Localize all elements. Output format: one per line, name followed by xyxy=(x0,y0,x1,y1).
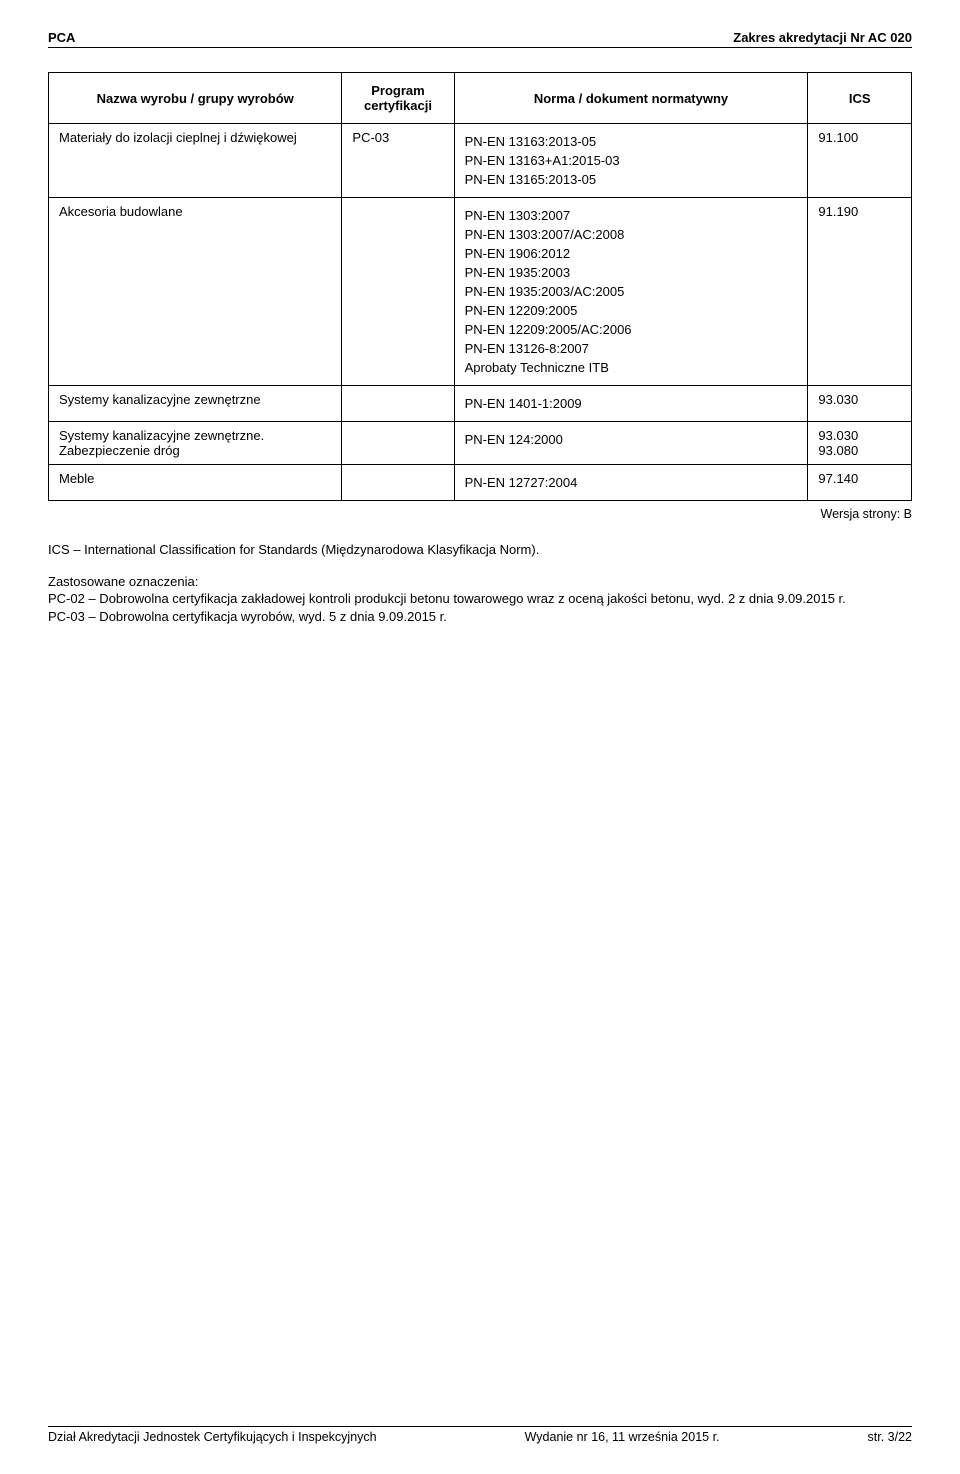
cell-program xyxy=(342,465,454,501)
cell-norms: PN-EN 13163:2013-05 PN-EN 13163+A1:2015-0… xyxy=(454,124,808,198)
table-row: Systemy kanalizacyjne zewnętrzne. Zabezp… xyxy=(49,422,912,465)
header-left: PCA xyxy=(48,30,75,45)
cell-ics: 93.03093.080 xyxy=(808,422,912,465)
table-row: Materiały do izolacji cieplnej i dźwięko… xyxy=(49,124,912,198)
footer-center: Wydanie nr 16, 11 września 2015 r. xyxy=(525,1430,720,1444)
col-header-norm: Norma / dokument normatywny xyxy=(454,73,808,124)
ics-definition: ICS – International Classification for S… xyxy=(48,541,912,559)
table-row: Meble PN-EN 12727:2004 97.140 xyxy=(49,465,912,501)
norm-entry: PN-EN 1906:2012 xyxy=(465,246,798,261)
cell-ics: 93.030 xyxy=(808,386,912,422)
ics-code: 91.190 xyxy=(818,204,901,219)
cell-norms: PN-EN 124:2000 xyxy=(454,422,808,465)
table-row: Systemy kanalizacyjne zewnętrzne PN-EN 14… xyxy=(49,386,912,422)
norm-entry: Aprobaty Techniczne ITB xyxy=(465,360,798,375)
norm-entry: PN-EN 1935:2003/AC:2005 xyxy=(465,284,798,299)
footer-right: str. 3/22 xyxy=(868,1430,912,1444)
cell-product-name: Systemy kanalizacyjne zewnętrzne. Zabezp… xyxy=(49,422,342,465)
cell-norms: PN-EN 1401-1:2009 xyxy=(454,386,808,422)
version-label: Wersja strony: B xyxy=(48,507,912,521)
col-header-program: Program certyfikacji xyxy=(342,73,454,124)
norm-entry: PN-EN 13163+A1:2015-03 xyxy=(465,153,798,168)
norm-entry: PN-EN 12209:2005/AC:2006 xyxy=(465,322,798,337)
cell-ics: 91.190 xyxy=(808,198,912,386)
norm-entry: PN-EN 13126-8:2007 xyxy=(465,341,798,356)
norm-entry: PN-EN 12727:2004 xyxy=(465,475,798,490)
norm-entry: PN-EN 1935:2003 xyxy=(465,265,798,280)
products-table: Nazwa wyrobu / grupy wyrobów Program cer… xyxy=(48,72,912,501)
norm-entry: PN-EN 12209:2005 xyxy=(465,303,798,318)
footer-left: Dział Akredytacji Jednostek Certyfikując… xyxy=(48,1430,377,1444)
cell-program xyxy=(342,198,454,386)
norm-entry: PN-EN 1401-1:2009 xyxy=(465,396,798,411)
table-header-row: Nazwa wyrobu / grupy wyrobów Program cer… xyxy=(49,73,912,124)
norm-entry: PN-EN 1303:2007/AC:2008 xyxy=(465,227,798,242)
page-footer: Dział Akredytacji Jednostek Certyfikując… xyxy=(48,1426,912,1444)
col-header-ics: ICS xyxy=(808,73,912,124)
norm-entry: PN-EN 13163:2013-05 xyxy=(465,134,798,149)
notes-section: ICS – International Classification for S… xyxy=(48,541,912,625)
ics-code: 93.080 xyxy=(818,443,901,458)
cell-ics: 97.140 xyxy=(808,465,912,501)
ics-code: 93.030 xyxy=(818,428,901,443)
cell-program: PC-03 xyxy=(342,124,454,198)
table-row: Akcesoria budowlanePN-EN 1303:2007PN-EN … xyxy=(49,198,912,386)
cell-ics: 91.100 xyxy=(808,124,912,198)
cell-product-name: Akcesoria budowlane xyxy=(49,198,342,386)
legend-pc03: PC-03 – Dobrowolna certyfikacja wyrobów,… xyxy=(48,608,912,626)
cell-product-name: Materiały do izolacji cieplnej i dźwięko… xyxy=(49,124,342,198)
legend-title: Zastosowane oznaczenia: xyxy=(48,573,912,591)
norm-entry: PN-EN 13165:2013-05 xyxy=(465,172,798,187)
cell-product-name: Meble xyxy=(49,465,342,501)
cell-norms: PN-EN 12727:2004 xyxy=(454,465,808,501)
page-header: PCA Zakres akredytacji Nr AC 020 xyxy=(48,30,912,48)
cell-program xyxy=(342,386,454,422)
legend-pc02: PC-02 – Dobrowolna certyfikacja zakładow… xyxy=(48,590,912,608)
ics-code: 91.100 xyxy=(818,130,901,145)
cell-program xyxy=(342,422,454,465)
cell-product-name: Systemy kanalizacyjne zewnętrzne xyxy=(49,386,342,422)
header-right: Zakres akredytacji Nr AC 020 xyxy=(733,30,912,45)
ics-code: 93.030 xyxy=(818,392,901,407)
ics-code: 97.140 xyxy=(818,471,901,486)
norm-entry: PN-EN 124:2000 xyxy=(465,432,798,447)
norm-entry: PN-EN 1303:2007 xyxy=(465,208,798,223)
cell-norms: PN-EN 1303:2007 PN-EN 1303:2007/AC:2008 PN… xyxy=(454,198,808,386)
col-header-name: Nazwa wyrobu / grupy wyrobów xyxy=(49,73,342,124)
